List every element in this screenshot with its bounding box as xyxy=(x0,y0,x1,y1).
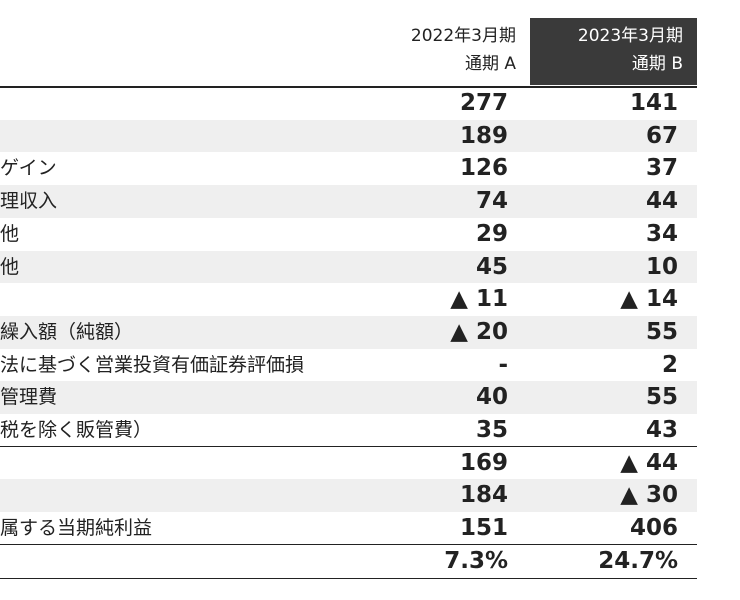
row-label: 他 xyxy=(0,222,20,245)
cell-value: 151 xyxy=(459,515,508,542)
header-line: 通期 B xyxy=(631,54,683,74)
rule-line xyxy=(0,445,697,448)
table-row: 他 45 10 xyxy=(0,250,697,284)
table-row: 法に基づく営業投資有価証券評価損 - 2 xyxy=(0,349,697,382)
header-line: 2022年3月期 xyxy=(410,26,516,46)
row-label: ゲイン xyxy=(0,157,57,180)
header-line: 2023年3月期 xyxy=(577,26,683,46)
cell-value: 43 xyxy=(645,417,678,443)
cell-value: 126 xyxy=(459,155,508,182)
cell-value: 406 xyxy=(629,515,678,542)
cell-value: 7.3% xyxy=(444,547,508,574)
cell-value: ▲ 11 xyxy=(450,286,508,313)
cell-value: 55 xyxy=(645,384,678,411)
cell-value: 40 xyxy=(475,384,508,411)
cell-value: 29 xyxy=(475,220,508,247)
cell-value: ▲ 14 xyxy=(620,286,678,313)
cell-value: ▲ 30 xyxy=(620,482,678,509)
cell-value: 10 xyxy=(645,253,678,280)
cell-value: 189 xyxy=(459,122,508,149)
cell-value: - xyxy=(498,351,508,378)
rule-line xyxy=(0,543,697,546)
table-row: 189 67 xyxy=(0,119,697,153)
row-label: 法に基づく営業投資有価証券評価損 xyxy=(0,353,305,376)
cell-value: 277 xyxy=(459,90,508,116)
cell-value: 184 xyxy=(459,482,508,509)
table-row: 理収入 74 44 xyxy=(0,185,697,218)
cell-value: 169 xyxy=(459,449,508,476)
table-row: 他 29 34 xyxy=(0,218,697,251)
cell-value: 37 xyxy=(645,155,678,182)
table-row: 169 ▲ 44 xyxy=(0,447,697,480)
rule-line xyxy=(0,577,697,579)
table-row: 管理費 40 55 xyxy=(0,381,697,414)
cell-value: 24.7% xyxy=(598,547,678,574)
cell-value: 34 xyxy=(645,220,678,247)
column-header-b: 2023年3月期 通期 B xyxy=(530,18,697,85)
row-label: 他 xyxy=(0,255,20,278)
table-row: 繰入額（純額） ▲ 20 55 xyxy=(0,315,697,349)
cell-value: ▲ 20 xyxy=(450,318,508,345)
table-row: 属する当期純利益 151 406 xyxy=(0,512,697,545)
header-line: 通期 A xyxy=(464,54,516,74)
cell-value: 55 xyxy=(645,318,678,345)
table-row: 277 141 xyxy=(0,87,697,120)
table-row: ▲ 11 ▲ 14 xyxy=(0,283,697,316)
row-label: 税を除く販管費） xyxy=(0,419,153,441)
row-label: 属する当期純利益 xyxy=(0,517,153,540)
table-row: ゲイン 126 37 xyxy=(0,152,697,185)
cell-value: 45 xyxy=(475,253,508,280)
rule-line xyxy=(0,86,697,88)
row-label: 理収入 xyxy=(0,190,58,213)
cell-value: ▲ 44 xyxy=(620,449,678,476)
cell-value: 141 xyxy=(629,90,678,116)
cell-value: 35 xyxy=(475,417,508,443)
cell-value: 74 xyxy=(475,188,508,215)
row-label: 繰入額（純額） xyxy=(0,320,134,343)
cell-value: 44 xyxy=(645,188,678,215)
table-row: 184 ▲ 30 xyxy=(0,479,697,513)
row-label: 管理費 xyxy=(0,386,58,409)
table-row: 税を除く販管費） 35 43 xyxy=(0,414,697,447)
column-header-a: 2022年3月期 通期 A xyxy=(363,18,530,85)
table-row: 7.3% 24.7% xyxy=(0,545,697,578)
cell-value: 67 xyxy=(645,122,678,149)
cell-value: 2 xyxy=(661,351,678,378)
